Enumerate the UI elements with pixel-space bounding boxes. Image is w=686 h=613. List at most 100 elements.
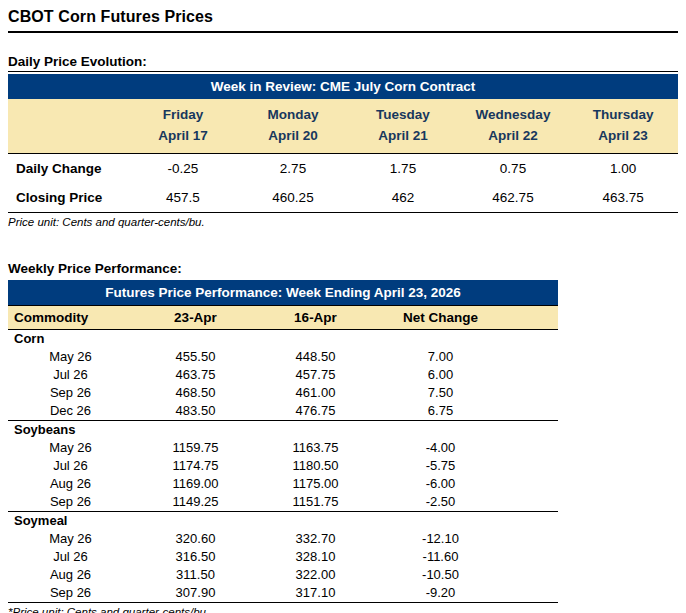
commodity-group-row: Soymeal [8,511,558,530]
price-apr16: 448.50 [258,348,373,366]
weekly-col-header-4: Net Change [373,305,508,329]
net-change: -5.75 [373,457,508,475]
row-spacer [508,348,558,366]
row-spacer [508,366,558,384]
net-change: -11.60 [373,548,508,566]
price-apr16: 461.00 [258,384,373,402]
commodity-group-label: Soymeal [8,511,558,530]
commodity-group-label: Soybeans [8,420,558,439]
commodity-group-row: Corn [8,329,558,348]
contract-row: May 26320.60332.70-12.10 [8,530,558,548]
daily-value-cell: 1.75 [348,153,458,183]
contract-month: Dec 26 [8,402,133,421]
daily-day-header-1: FridayApril 17 [128,99,238,153]
net-change: -2.50 [373,493,508,512]
row-spacer [508,475,558,493]
daily-header-spacer [8,99,128,153]
price-apr16: 476.75 [258,402,373,421]
daily-day-header-4: WednesdayApril 22 [458,99,568,153]
daily-day-header-row: FridayApril 17MondayApril 20TuesdayApril… [8,99,678,153]
net-change: 7.50 [373,384,508,402]
day-name: Friday [130,105,236,126]
weekly-footnote: *Price unit: Cents and quarter-cents/bu. [8,603,678,613]
net-change: -12.10 [373,530,508,548]
row-spacer [508,402,558,421]
contract-month: May 26 [8,530,133,548]
contract-row: Aug 261169.001175.00-6.00 [8,475,558,493]
daily-value-cell: 460.25 [238,183,348,213]
price-apr23: 307.90 [133,584,258,603]
daily-value-cell: 2.75 [238,153,348,183]
daily-value-cell: 462.75 [458,183,568,213]
price-apr23: 311.50 [133,566,258,584]
weekly-table-title-row: Futures Price Performance: Week Ending A… [8,280,558,306]
net-change: -9.20 [373,584,508,603]
net-change: 6.00 [373,366,508,384]
day-name: Monday [240,105,346,126]
contract-month: May 26 [8,348,133,366]
day-date: April 22 [460,126,566,147]
daily-day-header-2: MondayApril 20 [238,99,348,153]
price-apr16: 1151.75 [258,493,373,512]
net-change: 7.00 [373,348,508,366]
contract-row: Jul 26463.75457.756.00 [8,366,558,384]
contract-month: Sep 26 [8,493,133,512]
row-spacer [508,439,558,457]
price-apr23: 483.50 [133,402,258,421]
net-change: -10.50 [373,566,508,584]
price-apr16: 1175.00 [258,475,373,493]
day-date: April 17 [130,126,236,147]
net-change: 6.75 [373,402,508,421]
price-apr16: 317.10 [258,584,373,603]
weekly-col-header-2: 23-Apr [133,305,258,329]
daily-table-row: Daily Change-0.252.751.750.751.00 [8,153,678,183]
report-page: CBOT Corn Futures Prices Daily Price Evo… [0,0,686,613]
daily-section-heading: Daily Price Evolution: [8,54,678,72]
price-apr16: 328.10 [258,548,373,566]
contract-row: Sep 26468.50461.007.50 [8,384,558,402]
daily-day-header-5: ThursdayApril 23 [568,99,678,153]
day-date: April 20 [240,126,346,147]
daily-table-row: Closing Price457.5460.25462462.75463.75 [8,183,678,213]
price-apr23: 463.75 [133,366,258,384]
daily-value-cell: 0.75 [458,153,568,183]
price-apr16: 1180.50 [258,457,373,475]
daily-row-label: Daily Change [8,153,128,183]
day-name: Wednesday [460,105,566,126]
row-spacer [508,566,558,584]
price-apr23: 1159.75 [133,439,258,457]
daily-day-header-3: TuesdayApril 21 [348,99,458,153]
weekly-col-header-3: 16-Apr [258,305,373,329]
contract-row: Jul 261174.751180.50-5.75 [8,457,558,475]
price-apr16: 322.00 [258,566,373,584]
day-name: Thursday [570,105,676,126]
day-date: April 23 [570,126,676,147]
price-apr16: 457.75 [258,366,373,384]
row-spacer [508,584,558,603]
contract-month: Aug 26 [8,475,133,493]
daily-table-title: Week in Review: CME July Corn Contract [8,74,678,99]
commodity-group-label: Corn [8,329,558,348]
weekly-section-heading: Weekly Price Performance: [8,261,678,276]
weekly-column-header-row: Commodity23-Apr16-AprNet Change [8,305,558,329]
daily-value-cell: 463.75 [568,183,678,213]
price-apr23: 316.50 [133,548,258,566]
daily-value-cell: -0.25 [128,153,238,183]
contract-month: Jul 26 [8,366,133,384]
row-spacer [508,530,558,548]
commodity-group-row: Soybeans [8,420,558,439]
price-apr16: 1163.75 [258,439,373,457]
day-date: April 21 [350,126,456,147]
net-change: -6.00 [373,475,508,493]
price-apr23: 320.60 [133,530,258,548]
price-apr23: 455.50 [133,348,258,366]
daily-table-title-row: Week in Review: CME July Corn Contract [8,74,678,99]
contract-row: May 261159.751163.75-4.00 [8,439,558,457]
row-spacer [508,384,558,402]
net-change: -4.00 [373,439,508,457]
contract-month: Sep 26 [8,384,133,402]
contract-month: Jul 26 [8,548,133,566]
row-spacer [508,548,558,566]
contract-row: May 26455.50448.507.00 [8,348,558,366]
contract-month: Aug 26 [8,566,133,584]
